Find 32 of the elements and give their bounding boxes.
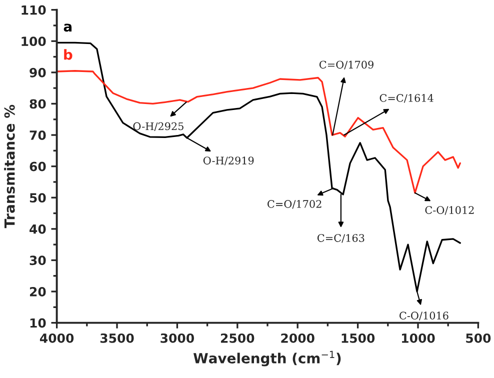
x-tick-label: 3000 — [160, 333, 194, 343]
x-tick-label: 1000 — [402, 333, 435, 343]
y-tick-label: 30 — [30, 256, 46, 266]
annotation: O-H/2925 — [133, 122, 184, 131]
line-series — [56, 70, 461, 194]
y-tick-label: 10 — [30, 318, 46, 328]
y-tick-label: 110 — [22, 5, 46, 15]
x-tick-label: 2000 — [281, 333, 314, 343]
annotation: C=C/163 — [317, 234, 364, 243]
x-tick-label: 4000 — [40, 333, 74, 343]
x-axis-title: Wavelength (cm$^{−1}$) — [193, 350, 341, 366]
y-tick-label: 40 — [30, 224, 46, 234]
y-tick-label: 90 — [30, 68, 46, 78]
y-axis-title: Transmitance % — [4, 104, 15, 228]
y-tick-label: 20 — [30, 286, 46, 296]
y-tick-label: 60 — [30, 162, 46, 172]
annotation: C=O/1702 — [268, 200, 322, 209]
y-tick-label: 80 — [30, 99, 46, 109]
series-label: b — [64, 49, 72, 60]
x-tick-label: 1500 — [342, 333, 375, 343]
annotation: O-H/2919 — [203, 156, 254, 166]
annotation: C-O/1012 — [425, 206, 474, 215]
y-tick-label: 100 — [22, 36, 46, 46]
y-tick-label: 50 — [30, 193, 46, 203]
annotation: C-O/1016 — [400, 312, 448, 320]
x-tick-label: 3500 — [100, 333, 134, 343]
x-tick-label: 2500 — [220, 333, 254, 343]
series-label: a — [64, 24, 72, 32]
annotation: C=O/1709 — [319, 60, 374, 70]
x-tick-label: 500 — [466, 333, 491, 343]
annotation: C=C/1614 — [380, 94, 434, 103]
y-tick-label: 70 — [30, 130, 46, 140]
